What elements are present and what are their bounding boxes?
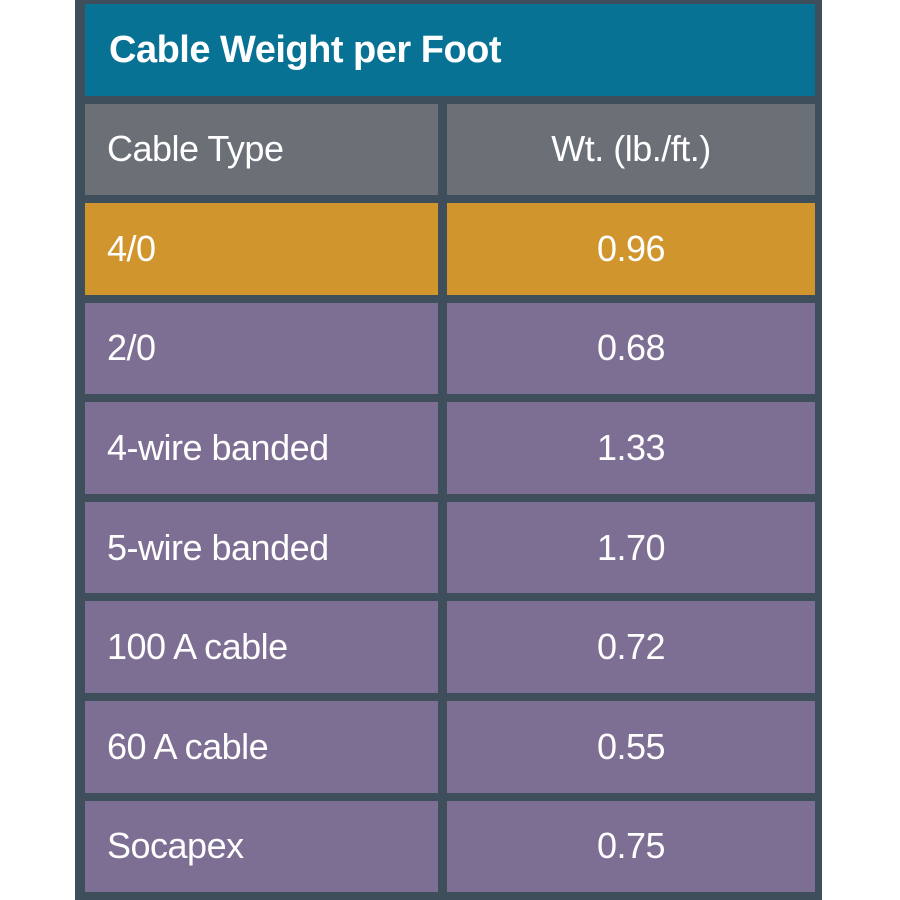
cable-weight-table: Cable Weight per Foot Cable Type Wt. (lb… bbox=[75, 0, 822, 900]
weight-cell: 0.75 bbox=[447, 800, 815, 893]
cable-type-cell: 4/0 bbox=[85, 203, 438, 295]
weight-cell: 0.72 bbox=[447, 601, 815, 693]
column-header-weight: Wt. (lb./ft.) bbox=[447, 103, 815, 196]
table-row: 100 A cable 0.72 bbox=[85, 601, 815, 693]
weight-cell: 0.55 bbox=[447, 700, 815, 793]
cable-type-cell: 60 A cable bbox=[85, 700, 438, 793]
table-row: 5-wire banded 1.70 bbox=[85, 501, 815, 594]
cable-type-cell: 5-wire banded bbox=[85, 501, 438, 594]
table-row: 2/0 0.68 bbox=[85, 302, 815, 395]
weight-cell: 0.68 bbox=[447, 302, 815, 395]
table-header-row: Cable Type Wt. (lb./ft.) bbox=[85, 103, 815, 196]
table-row: 60 A cable 0.55 bbox=[85, 700, 815, 793]
cable-type-cell: 4-wire banded bbox=[85, 402, 438, 494]
weight-cell: 0.96 bbox=[447, 203, 815, 295]
table-row: 4-wire banded 1.33 bbox=[85, 402, 815, 494]
cable-type-cell: 100 A cable bbox=[85, 601, 438, 693]
cable-type-cell: 2/0 bbox=[85, 302, 438, 395]
column-header-cable-type: Cable Type bbox=[85, 103, 438, 196]
weight-cell: 1.70 bbox=[447, 501, 815, 594]
table-title-row: Cable Weight per Foot bbox=[85, 4, 815, 96]
table-row: Socapex 0.75 bbox=[85, 800, 815, 893]
table-row: 4/0 0.96 bbox=[85, 203, 815, 295]
table-title: Cable Weight per Foot bbox=[85, 4, 815, 96]
weight-cell: 1.33 bbox=[447, 402, 815, 494]
cable-type-cell: Socapex bbox=[85, 800, 438, 893]
